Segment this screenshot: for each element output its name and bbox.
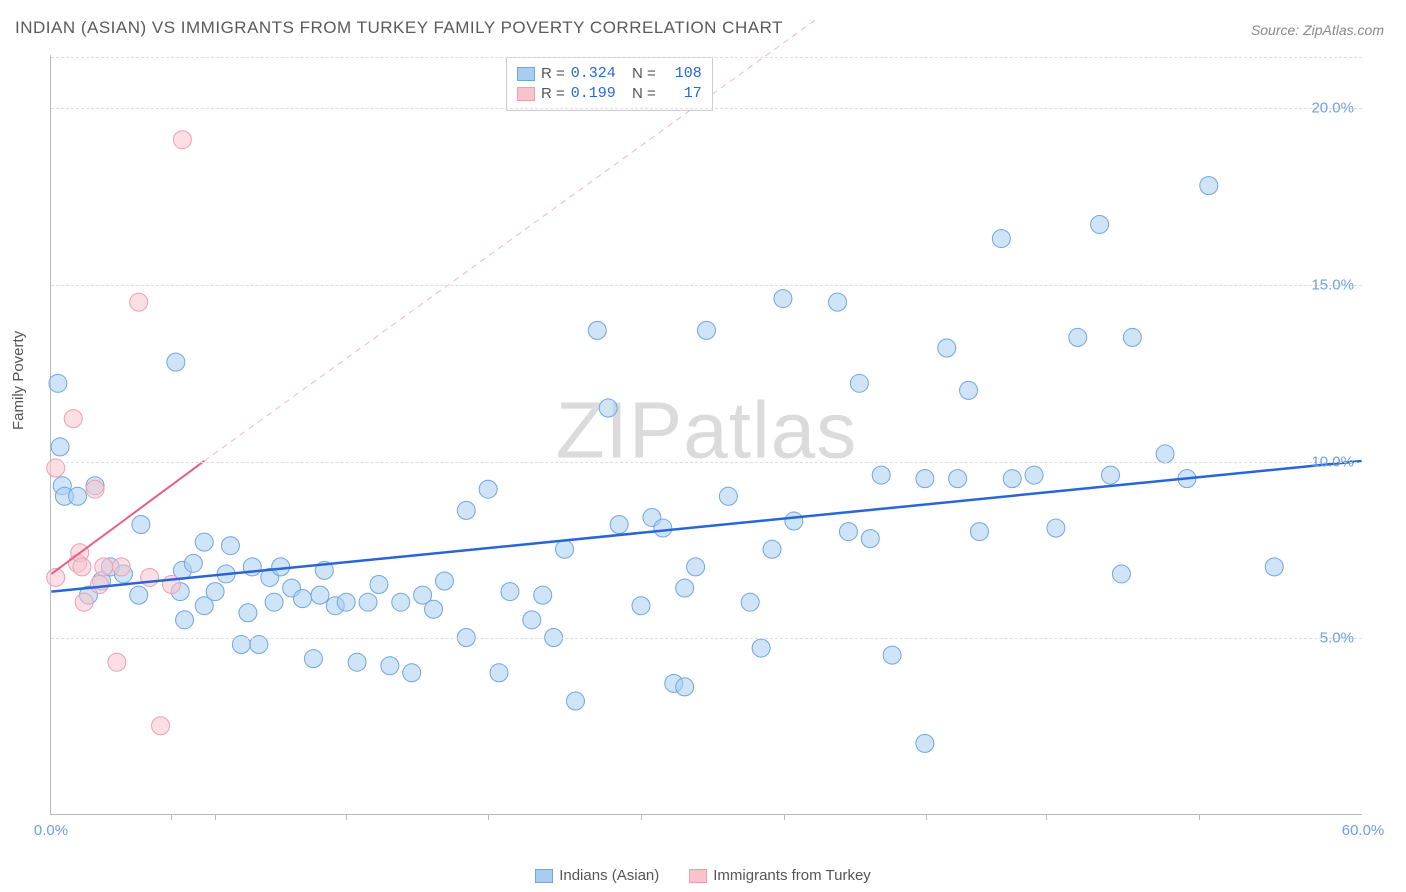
x-minor-tick bbox=[215, 814, 216, 820]
legend-bottom-label-1: Immigrants from Turkey bbox=[713, 867, 871, 884]
x-minor-tick bbox=[171, 814, 172, 820]
x-minor-tick bbox=[1046, 814, 1047, 820]
x-minor-tick bbox=[488, 814, 489, 820]
n-label-1: N = bbox=[632, 84, 656, 104]
legend-swatch-0 bbox=[517, 67, 535, 81]
y-tick-label: 15.0% bbox=[1311, 276, 1354, 293]
x-minor-tick bbox=[641, 814, 642, 820]
legend-bottom-label-0: Indians (Asian) bbox=[559, 867, 659, 884]
r-value-0: 0.324 bbox=[571, 64, 616, 84]
y-tick-label: 10.0% bbox=[1311, 453, 1354, 470]
plot-area: ZIPatlas R = 0.324 N = 108 R = 0.199 N =… bbox=[50, 55, 1362, 815]
chart-title: INDIAN (ASIAN) VS IMMIGRANTS FROM TURKEY… bbox=[15, 18, 783, 38]
y-axis-label: Family Poverty bbox=[10, 331, 27, 430]
r-label-1: R = bbox=[541, 84, 565, 104]
grid-line bbox=[51, 108, 1362, 109]
grid-line bbox=[51, 462, 1362, 463]
grid-line bbox=[51, 638, 1362, 639]
chart-svg bbox=[51, 55, 1362, 814]
legend-bottom-swatch-0 bbox=[535, 869, 553, 883]
n-value-1: 17 bbox=[662, 84, 702, 104]
r-value-1: 0.199 bbox=[571, 84, 616, 104]
x-minor-tick bbox=[784, 814, 785, 820]
legend-stats-row-1: R = 0.199 N = 17 bbox=[517, 84, 702, 104]
legend-item-1: Immigrants from Turkey bbox=[689, 867, 871, 884]
x-minor-tick bbox=[1199, 814, 1200, 820]
legend-item-0: Indians (Asian) bbox=[535, 867, 659, 884]
legend-series: Indians (Asian) Immigrants from Turkey bbox=[0, 867, 1406, 884]
legend-swatch-1 bbox=[517, 87, 535, 101]
legend-bottom-swatch-1 bbox=[689, 869, 707, 883]
grid-line bbox=[51, 57, 1362, 58]
x-minor-tick bbox=[926, 814, 927, 820]
chart-container: INDIAN (ASIAN) VS IMMIGRANTS FROM TURKEY… bbox=[0, 0, 1406, 892]
legend-stats: R = 0.324 N = 108 R = 0.199 N = 17 bbox=[506, 57, 713, 111]
source-label: Source: ZipAtlas.com bbox=[1251, 22, 1384, 38]
legend-stats-row-0: R = 0.324 N = 108 bbox=[517, 64, 702, 84]
x-tick-label: 60.0% bbox=[1342, 822, 1385, 839]
n-label-0: N = bbox=[632, 64, 656, 84]
r-label-0: R = bbox=[541, 64, 565, 84]
x-tick-label: 0.0% bbox=[34, 822, 68, 839]
n-value-0: 108 bbox=[662, 64, 702, 84]
grid-line bbox=[51, 285, 1362, 286]
x-minor-tick bbox=[346, 814, 347, 820]
y-tick-label: 20.0% bbox=[1311, 100, 1354, 117]
y-tick-label: 5.0% bbox=[1320, 630, 1354, 647]
